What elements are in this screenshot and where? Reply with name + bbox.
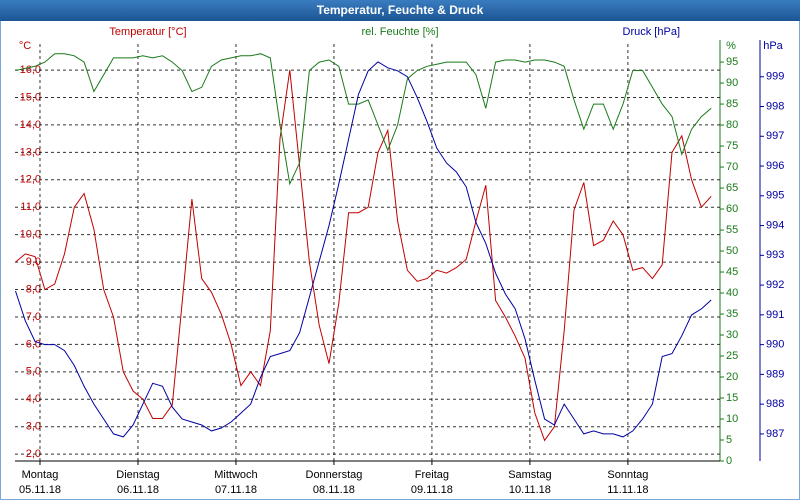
y3-tick-label: 999: [766, 71, 784, 83]
y2-tick-label: 95: [726, 56, 738, 68]
y2-tick-label: 65: [726, 182, 738, 194]
series-line: [15, 61, 712, 438]
y3-tick-label: 997: [766, 130, 784, 142]
y2-tick-label: 25: [726, 350, 738, 362]
chart-title: Temperatur, Feuchte & Druck: [317, 3, 484, 17]
y-tick-label: 3,0: [26, 421, 41, 433]
y-tick-label: 8,0: [26, 283, 41, 295]
y-unit: °C: [19, 40, 31, 52]
title-bar: [0, 0, 800, 21]
y2-axis-title: rel. Feuchte [%]: [361, 26, 438, 38]
y-tick-label: 7,0: [26, 311, 41, 323]
y-tick-label: 10,0: [20, 229, 41, 241]
y3-tick-label: 996: [766, 160, 784, 172]
y2-tick-label: 40: [726, 287, 738, 299]
x-tick-label: Mittwoch: [214, 469, 257, 481]
x-tick-label: Donnerstag: [306, 469, 363, 481]
y3-tick-label: 993: [766, 249, 784, 261]
y3-tick-label: 987: [766, 428, 784, 440]
x-tick-label: Samstag: [508, 469, 551, 481]
y2-unit: %: [726, 40, 736, 52]
x-tick-label: Montag: [22, 469, 59, 481]
y2-tick-label: 85: [726, 98, 738, 110]
y-tick-label: 12,0: [20, 174, 41, 186]
y2-tick-label: 10: [726, 413, 738, 425]
series-line: [15, 70, 712, 442]
y2-tick-label: 80: [726, 119, 738, 131]
y-tick-label: 4,0: [26, 393, 41, 405]
y-tick-label: 11,0: [20, 201, 41, 213]
y-tick-label: 6,0: [26, 338, 41, 350]
y2-tick-label: 35: [726, 308, 738, 320]
y2-tick-label: 30: [726, 329, 738, 341]
x-tick-date: 06.11.18: [117, 484, 159, 496]
y3-axis-title: Druck [hPa]: [623, 26, 680, 38]
y-tick-label: 16,0: [20, 64, 41, 76]
y2-tick-label: 15: [726, 392, 738, 404]
y-tick-label: 5,0: [26, 366, 41, 378]
y-tick-label: 9,0: [26, 256, 41, 268]
y2-tick-label: 55: [726, 224, 738, 236]
y-tick-label: 2,0: [26, 448, 41, 460]
y3-tick-label: 994: [766, 219, 784, 231]
y3-unit: hPa: [763, 40, 783, 52]
x-tick-label: Sonntag: [607, 469, 648, 481]
y2-tick-label: 45: [726, 266, 738, 278]
x-tick-date: 07.11.18: [215, 484, 257, 496]
series-line: [15, 53, 712, 186]
y-tick-label: 13,0: [20, 146, 41, 158]
y-tick-label: 14,0: [20, 119, 41, 131]
y2-tick-label: 20: [726, 371, 738, 383]
y2-tick-label: 0: [726, 455, 732, 467]
y2-tick-label: 60: [726, 203, 738, 215]
y2-tick-label: 50: [726, 245, 738, 257]
x-tick-date: 11.11.18: [607, 484, 648, 496]
y3-tick-label: 989: [766, 368, 784, 380]
y3-tick-label: 990: [766, 339, 784, 351]
y3-tick-label: 988: [766, 398, 784, 410]
y3-tick-label: 991: [766, 309, 784, 321]
y-tick-label: 15,0: [20, 91, 41, 103]
x-tick-date: 10.11.18: [509, 484, 551, 496]
y3-tick-label: 995: [766, 190, 784, 202]
y2-tick-label: 90: [726, 77, 738, 89]
y3-tick-label: 998: [766, 100, 784, 112]
x-tick-label: Dienstag: [116, 469, 159, 481]
x-tick-label: Freitag: [415, 469, 449, 481]
y-axis-title: Temperatur [°C]: [109, 26, 186, 38]
x-tick-date: 08.11.18: [313, 484, 355, 496]
y3-tick-label: 992: [766, 279, 784, 291]
y2-tick-label: 70: [726, 161, 738, 173]
x-tick-date: 05.11.18: [19, 484, 61, 496]
x-tick-date: 09.11.18: [411, 484, 453, 496]
y2-tick-label: 5: [726, 434, 732, 446]
y2-tick-label: 75: [726, 140, 738, 152]
